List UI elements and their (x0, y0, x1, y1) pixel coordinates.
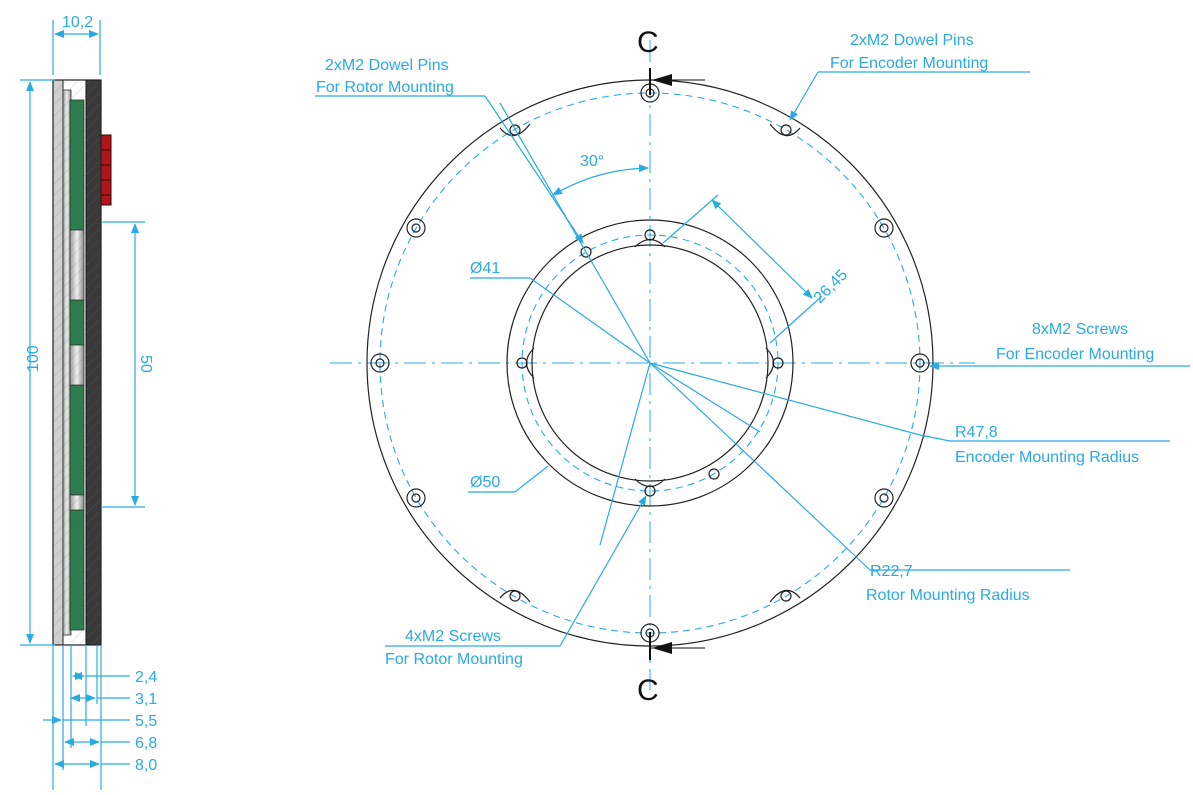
rotor-holes (516, 229, 784, 497)
dia41-label: Ø41 (470, 260, 500, 277)
radius-encoder-line1: R47,8 (955, 424, 998, 441)
layer-dim-5: 8,0 (135, 757, 157, 774)
thickness-label: 10,2 (62, 14, 93, 31)
inner-height-label: 50 (137, 355, 154, 373)
screws-rotor-line2: For Rotor Mounting (385, 651, 523, 668)
radius-rotor-line1: R22,7 (870, 563, 913, 580)
encoder-hole (370, 353, 390, 373)
callout-radius-encoder: R47,8 Encoder Mounting Radius (919, 424, 1170, 466)
encoder-hole (406, 218, 426, 238)
radius-leaders (599, 362, 921, 571)
height-dimension: 100 (20, 79, 55, 646)
radius-encoder-line2: Encoder Mounting Radius (955, 449, 1139, 466)
side-view: 10,2 (20, 14, 157, 790)
dia50-dimension: Ø50 (468, 465, 549, 493)
encoder-dowel-pockets (499, 123, 801, 603)
front-view: C C 30° Ø41 (315, 26, 1190, 707)
encoder-hole (874, 488, 894, 508)
dia50-label: Ø50 (470, 474, 500, 491)
dowel-rotor-line1: 2xM2 Dowel Pins (325, 57, 449, 74)
bore (531, 244, 769, 482)
callout-dowel-rotor: 2xM2 Dowel Pins For Rotor Mounting (315, 57, 584, 244)
inner-height-dimension: 50 (101, 221, 154, 508)
radius-rotor-line2: Rotor Mounting Radius (866, 587, 1030, 604)
dowel-encoder-line1: 2xM2 Dowel Pins (850, 32, 974, 49)
layer-dim-2: 3,1 (135, 691, 157, 708)
side-body (52, 79, 112, 646)
layer-dim-1: 2,4 (135, 669, 157, 686)
callout-screws-rotor: 4xM2 Screws For Rotor Mounting (385, 495, 647, 668)
layer-dimensions: 2,4 3,1 5,5 6,8 8,0 (43, 645, 157, 790)
thickness-dimension: 10,2 (52, 14, 101, 75)
section-marker-bottom: C (637, 632, 705, 707)
angle-dimension: 30° (499, 102, 651, 364)
rotor-mount-circle (521, 234, 779, 492)
inner-ring (506, 219, 794, 507)
angle-label: 30° (580, 153, 604, 170)
screws-encoder-line1: 8xM2 Screws (1032, 321, 1128, 338)
dowel-rotor-line2: For Rotor Mounting (316, 79, 454, 96)
layer-dim-3: 5,5 (135, 713, 157, 730)
dowel-encoder-line2: For Encoder Mounting (830, 55, 988, 72)
section-label-bottom: C (637, 674, 659, 707)
callout-dowel-encoder: 2xM2 Dowel Pins For Encoder Mounting (789, 32, 1030, 121)
encoder-hole (874, 218, 894, 238)
layer-dim-4: 6,8 (135, 735, 157, 752)
callout-screws-encoder: 8xM2 Screws For Encoder Mounting (929, 321, 1190, 370)
screws-encoder-line2: For Encoder Mounting (996, 346, 1154, 363)
section-label-top: C (637, 26, 659, 59)
height-label: 100 (25, 345, 42, 372)
width-label: 26,45 (811, 266, 851, 306)
callout-radius-rotor: R22,7 Rotor Mounting Radius (866, 563, 1070, 604)
encoder-hole (406, 488, 426, 508)
dia41-dimension: Ø41 (470, 260, 651, 364)
section-marker-top: C (637, 26, 705, 95)
screws-rotor-line1: 4xM2 Screws (405, 628, 501, 645)
